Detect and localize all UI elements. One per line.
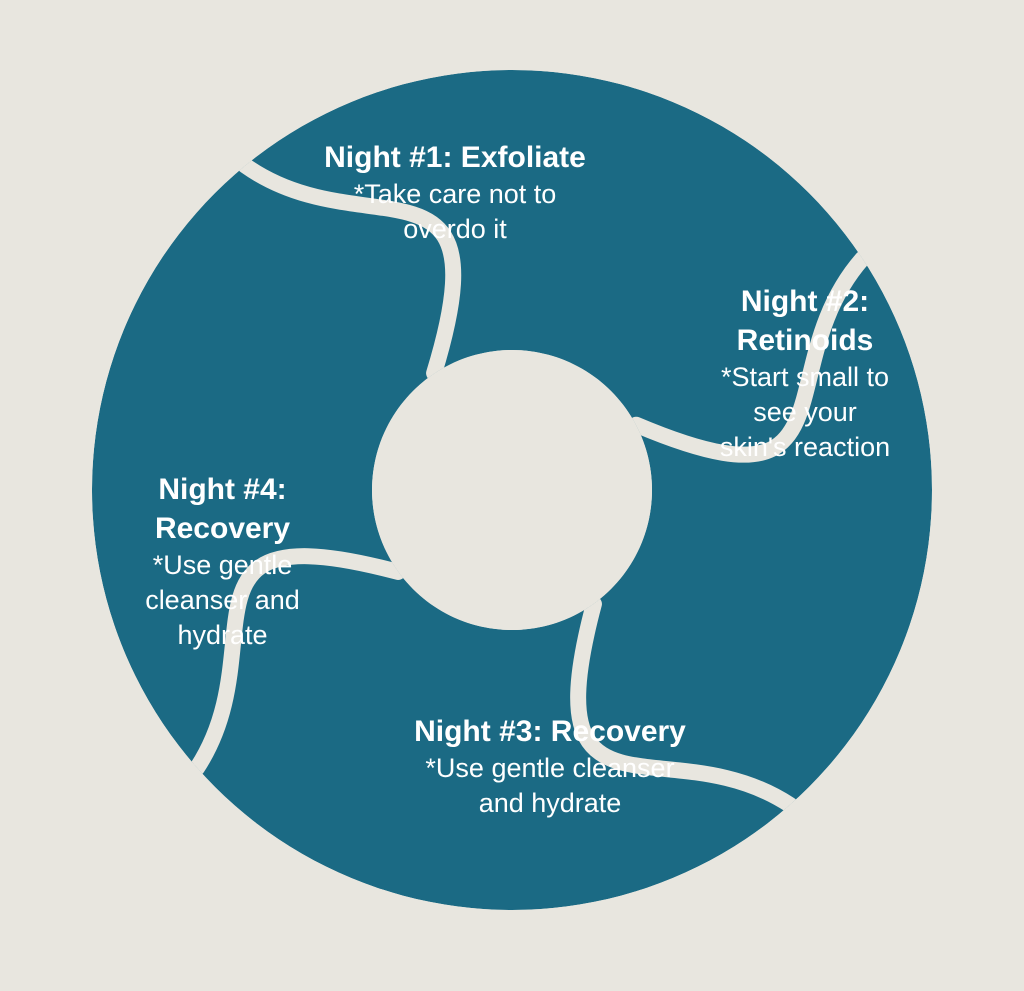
segment-label-night-3: Night #3: Recovery *Use gentle cleanser … (390, 712, 710, 821)
segment-note: *Take care not to overdo it (290, 177, 620, 247)
segment-label-night-1: Night #1: Exfoliate *Take care not to ov… (290, 138, 620, 247)
segment-label-night-4: Night #4: Recovery *Use gentle cleanser … (110, 470, 335, 653)
segment-title: Night #3: Recovery (390, 712, 710, 751)
segment-title: Night #4: Recovery (110, 470, 335, 548)
segment-note: *Use gentle cleanser and hydrate (390, 751, 710, 821)
segment-title: Night #2: Retinoids (680, 282, 930, 360)
cycle-diagram: Night #1: Exfoliate *Take care not to ov… (0, 0, 1024, 991)
segment-title: Night #1: Exfoliate (290, 138, 620, 177)
segment-note: *Start small to see your skin's reaction (680, 360, 930, 465)
segment-note: *Use gentle cleanser and hydrate (110, 548, 335, 653)
segment-label-night-2: Night #2: Retinoids *Start small to see … (680, 282, 930, 465)
